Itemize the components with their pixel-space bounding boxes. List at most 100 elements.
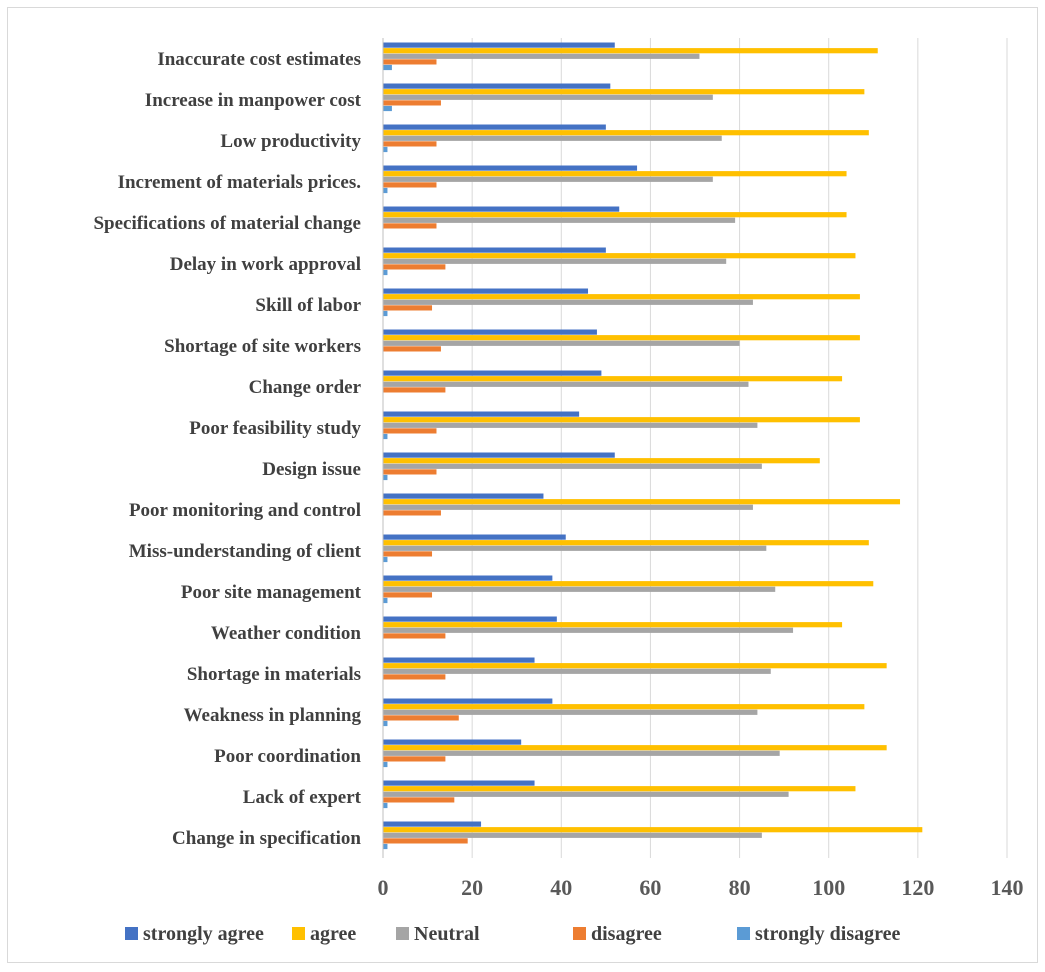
bar-strongly-disagree — [383, 106, 392, 111]
category-label: Weather condition — [211, 623, 362, 644]
category-label: Miss-understanding of client — [129, 541, 362, 562]
bar-strongly-agree — [383, 576, 552, 581]
bar-agree — [383, 827, 922, 832]
bar-neutral — [383, 382, 748, 387]
category-label: Increment of materials prices. — [118, 172, 361, 193]
legend-swatch-agree — [292, 927, 305, 940]
bar-strongly-disagree — [383, 762, 387, 767]
bar-strongly-agree — [383, 453, 615, 458]
category-label: Specifications of material change — [93, 213, 361, 234]
bar-disagree — [383, 428, 436, 433]
bar-strongly-agree — [383, 617, 557, 622]
category-label: Change in specification — [172, 828, 361, 849]
category-label: Poor coordination — [214, 746, 361, 767]
bar-strongly-agree — [383, 43, 615, 48]
bar-strongly-agree — [383, 289, 588, 294]
bar-disagree — [383, 305, 432, 310]
bar-neutral — [383, 751, 780, 756]
bar-neutral — [383, 136, 722, 141]
category-label: Design issue — [262, 459, 361, 480]
bar-agree — [383, 458, 820, 463]
bar-disagree — [383, 387, 445, 392]
bar-strongly-disagree — [383, 844, 387, 849]
bar-neutral — [383, 546, 766, 551]
bar-disagree — [383, 100, 441, 105]
bar-agree — [383, 171, 847, 176]
bar-strongly-disagree — [383, 721, 387, 726]
bar-neutral — [383, 218, 735, 223]
bar-disagree — [383, 551, 432, 556]
bar-neutral — [383, 95, 713, 100]
bar-agree — [383, 663, 887, 668]
bar-strongly-disagree — [383, 598, 387, 603]
bar-disagree — [383, 510, 441, 515]
bar-strongly-agree — [383, 494, 543, 499]
bar-strongly-disagree — [383, 147, 387, 152]
bar-agree — [383, 417, 860, 422]
category-label: Increase in manpower cost — [145, 90, 362, 111]
bar-agree — [383, 130, 869, 135]
bar-strongly-agree — [383, 781, 535, 786]
legend-label-neutral: Neutral — [414, 923, 480, 945]
bar-strongly-disagree — [383, 475, 387, 480]
bar-agree — [383, 704, 864, 709]
bar-agree — [383, 581, 873, 586]
category-labels: Inaccurate cost estimates Increase in man… — [93, 49, 361, 849]
bar-disagree — [383, 264, 445, 269]
bar-neutral — [383, 464, 762, 469]
legend-label-agree: agree — [310, 923, 356, 945]
gridlines — [472, 38, 1007, 858]
bar-strongly-agree — [383, 535, 566, 540]
bar-strongly-agree — [383, 84, 610, 89]
bar-disagree — [383, 182, 436, 187]
bar-neutral — [383, 833, 762, 838]
bar-strongly-agree — [383, 412, 579, 417]
bar-neutral — [383, 177, 713, 182]
bar-strongly-disagree — [383, 188, 387, 193]
category-label: Poor site management — [181, 582, 362, 603]
bar-neutral — [383, 259, 726, 264]
bar-agree — [383, 212, 847, 217]
bar-disagree — [383, 469, 436, 474]
bar-agree — [383, 540, 869, 545]
bar-strongly-agree — [383, 207, 619, 212]
legend-label-disagree: disagree — [591, 923, 662, 945]
category-label: Change order — [249, 377, 362, 398]
bar-neutral — [383, 423, 757, 428]
category-label: Lack of expert — [243, 787, 362, 808]
bar-agree — [383, 376, 842, 381]
legend-swatch-neutral — [396, 927, 409, 940]
bar-disagree — [383, 797, 454, 802]
bar-strongly-agree — [383, 166, 637, 171]
x-tick-label: 120 — [901, 875, 934, 900]
x-tick-label: 140 — [991, 875, 1024, 900]
legend-swatch-strongly-disagree — [737, 927, 750, 940]
legend-swatch-strongly-agree — [125, 927, 138, 940]
category-label: Inaccurate cost estimates — [157, 49, 361, 70]
bar-strongly-agree — [383, 125, 606, 130]
bar-disagree — [383, 756, 445, 761]
x-tick-label: 100 — [812, 875, 845, 900]
bar-strongly-disagree — [383, 803, 387, 808]
category-label: Shortage in materials — [187, 664, 361, 685]
bar-strongly-agree — [383, 740, 521, 745]
legend-swatch-disagree — [573, 927, 586, 940]
bar-disagree — [383, 141, 436, 146]
bar-strongly-disagree — [383, 557, 387, 562]
x-tick-labels: 0 20 40 60 80 100 120 140 — [378, 875, 1024, 900]
bar-strongly-agree — [383, 371, 601, 376]
category-label: Poor monitoring and control — [129, 500, 361, 521]
bar-agree — [383, 622, 842, 627]
bar-disagree — [383, 715, 459, 720]
bar-agree — [383, 89, 864, 94]
bar-strongly-agree — [383, 330, 597, 335]
bar-neutral — [383, 792, 789, 797]
bar-neutral — [383, 587, 775, 592]
x-tick-label: 20 — [461, 875, 483, 900]
bar-disagree — [383, 592, 432, 597]
x-tick-label: 80 — [729, 875, 751, 900]
bar-strongly-disagree — [383, 270, 387, 275]
x-tick-label: 60 — [639, 875, 661, 900]
category-label: Delay in work approval — [170, 254, 361, 275]
